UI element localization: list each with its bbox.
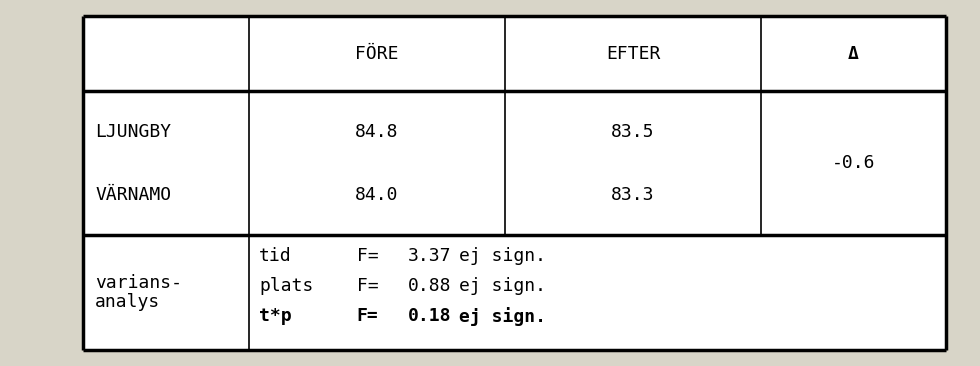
Text: ej sign.: ej sign.	[459, 307, 546, 326]
Text: F=: F=	[357, 247, 378, 265]
Text: 0.88: 0.88	[408, 277, 451, 295]
Text: plats: plats	[259, 277, 314, 295]
Bar	[83, 16, 946, 350]
Text: varians-: varians-	[95, 274, 182, 292]
Text: 0.18: 0.18	[408, 307, 451, 325]
Text: EFTER: EFTER	[606, 45, 661, 63]
Text: t*p: t*p	[259, 307, 292, 325]
Text: F=: F=	[357, 307, 378, 325]
Text: F=: F=	[357, 277, 378, 295]
Text: tid: tid	[259, 247, 292, 265]
Text: Δ: Δ	[848, 45, 858, 63]
Text: analys: analys	[95, 292, 161, 311]
Text: 3.37: 3.37	[408, 247, 451, 265]
Text: -0.6: -0.6	[832, 154, 875, 172]
Text: 84.8: 84.8	[356, 123, 399, 141]
Text: VÄRNAMO: VÄRNAMO	[95, 186, 172, 204]
Text: 84.0: 84.0	[356, 186, 399, 204]
Text: 83.3: 83.3	[612, 186, 655, 204]
Text: 83.5: 83.5	[612, 123, 655, 141]
Text: ej sign.: ej sign.	[459, 247, 546, 265]
Text: FÖRE: FÖRE	[356, 45, 399, 63]
Text: LJUNGBY: LJUNGBY	[95, 123, 172, 141]
Text: ej sign.: ej sign.	[459, 277, 546, 295]
